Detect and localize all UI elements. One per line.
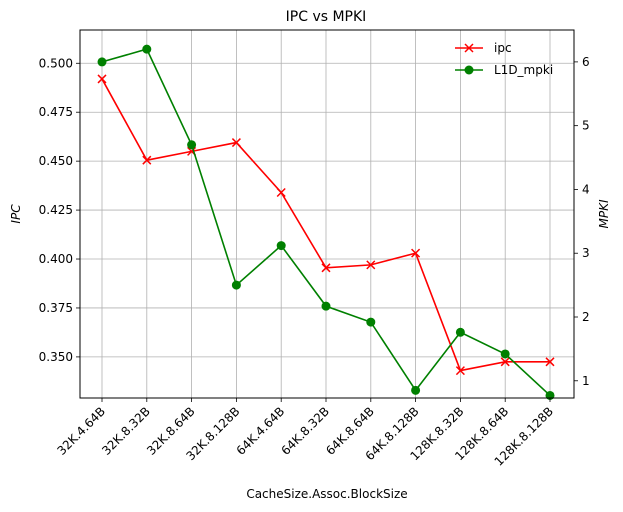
- ipc-point: [411, 248, 421, 258]
- mpki-point: [142, 44, 152, 54]
- legend-mpki-marker: [464, 65, 474, 75]
- left-y-tick-label: 0.500: [39, 56, 73, 70]
- chart-title: IPC vs MPKI: [286, 9, 367, 25]
- right-y-tick-label: 5: [582, 119, 590, 133]
- left-y-tick-label: 0.400: [39, 252, 73, 266]
- left-y-tick-label: 0.375: [39, 301, 73, 315]
- mpki-point: [231, 280, 241, 290]
- left-y-tick-label: 0.475: [39, 105, 73, 119]
- mpki-point: [97, 57, 107, 67]
- right-y-tick-label: 6: [582, 55, 590, 69]
- ipc-point: [545, 357, 555, 367]
- mpki-point: [411, 385, 421, 395]
- mpki-point: [187, 140, 197, 150]
- ipc-series: [97, 74, 555, 376]
- x-axis-label: CacheSize.Assoc.BlockSize: [246, 487, 407, 501]
- mpki-point: [455, 327, 465, 337]
- plot-frame: [79, 29, 575, 399]
- legend-ipc-label: ipc: [494, 41, 512, 55]
- left-y-tick-label: 0.350: [39, 350, 73, 364]
- mpki-series: [97, 44, 555, 400]
- mpki-point: [366, 317, 376, 327]
- legend-ipc-marker: [464, 43, 474, 53]
- mpki-point: [321, 301, 331, 311]
- right-y-tick-label: 3: [582, 246, 590, 260]
- mpki-point: [500, 349, 510, 359]
- right-y-tick-label: 2: [582, 310, 590, 324]
- mpki-point: [276, 241, 286, 251]
- ipc-point: [321, 263, 331, 273]
- ipc-point: [366, 260, 376, 270]
- ipc-point: [231, 138, 241, 148]
- ipc-point: [97, 74, 107, 84]
- right-axis-label: MPKI: [597, 199, 611, 228]
- legend-mpki-label: L1D_mpki: [494, 63, 553, 77]
- left-y-tick-label: 0.450: [39, 154, 73, 168]
- right-y-tick-label: 1: [582, 374, 590, 388]
- left-axis-label: IPC: [9, 204, 23, 224]
- right-y-tick-label: 4: [582, 182, 590, 196]
- ipc-point: [276, 187, 286, 197]
- left-y-tick-label: 0.425: [39, 203, 73, 217]
- ipc-point: [142, 155, 152, 165]
- legend: ipc L1D_mpki: [455, 41, 553, 77]
- ipc-point: [455, 366, 465, 376]
- ipc-point: [500, 357, 510, 367]
- gridlines: [80, 30, 574, 398]
